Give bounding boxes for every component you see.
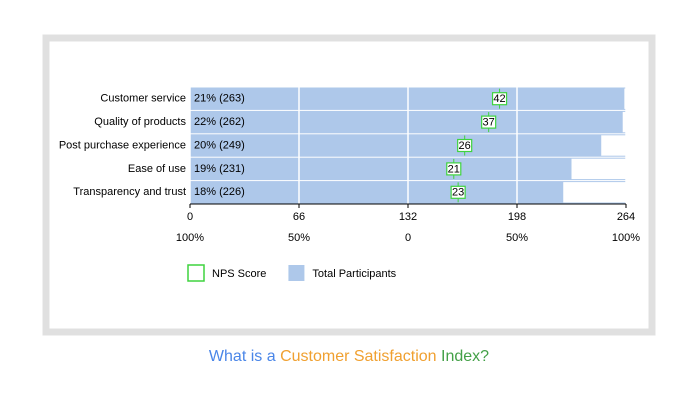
x2-tick-label: 50% xyxy=(288,232,310,244)
y-tick-label: Post purchase experience xyxy=(59,139,186,151)
bar xyxy=(190,88,625,110)
x2-tick-label: 100% xyxy=(176,232,204,244)
y-tick-label: Quality of products xyxy=(94,116,186,128)
caption-part: What is a xyxy=(209,348,276,365)
nps-label: 21 xyxy=(448,163,460,175)
legend-label: NPS Score xyxy=(212,268,266,280)
legend-label: Total Participants xyxy=(312,268,396,280)
bar xyxy=(190,134,602,157)
y-tick-label: Ease of use xyxy=(128,163,186,175)
y-tick-label: Customer service xyxy=(100,93,186,105)
x-tick-label: 132 xyxy=(399,211,417,223)
x-tick-label: 264 xyxy=(617,211,635,223)
value-label: 22% (262) xyxy=(194,116,245,128)
x-tick-label: 66 xyxy=(293,211,305,223)
x-tick-label: 198 xyxy=(508,211,526,223)
legend-swatch xyxy=(288,265,305,281)
nps-marker xyxy=(450,185,466,199)
caption: What is a Customer Satisfaction Index? xyxy=(209,348,489,365)
nps-label: 26 xyxy=(459,140,471,152)
caption-part: Customer Satisfaction xyxy=(280,348,437,365)
value-label: 21% (263) xyxy=(194,93,245,105)
nps-marker xyxy=(446,162,462,176)
value-label: 18% (226) xyxy=(194,186,245,198)
nps-marker xyxy=(491,92,508,106)
legend-swatch xyxy=(187,264,205,282)
bar xyxy=(190,158,572,180)
nps-label: 37 xyxy=(483,117,495,129)
value-label: 19% (231) xyxy=(194,163,245,175)
bar xyxy=(190,181,564,203)
value-label: 20% (249) xyxy=(194,139,245,151)
x2-tick-label: 0 xyxy=(405,232,411,244)
x2-tick-label: 50% xyxy=(506,232,528,244)
x2-tick-label: 100% xyxy=(612,232,640,244)
caption-part: Index? xyxy=(441,348,489,365)
x-tick-label: 0 xyxy=(187,211,193,223)
nps-marker xyxy=(481,115,497,129)
nps-label: 23 xyxy=(452,187,464,199)
y-tick-label: Transparency and trust xyxy=(73,186,186,198)
nps-label: 42 xyxy=(493,93,505,105)
nps-marker xyxy=(457,138,473,153)
bar xyxy=(190,111,623,133)
